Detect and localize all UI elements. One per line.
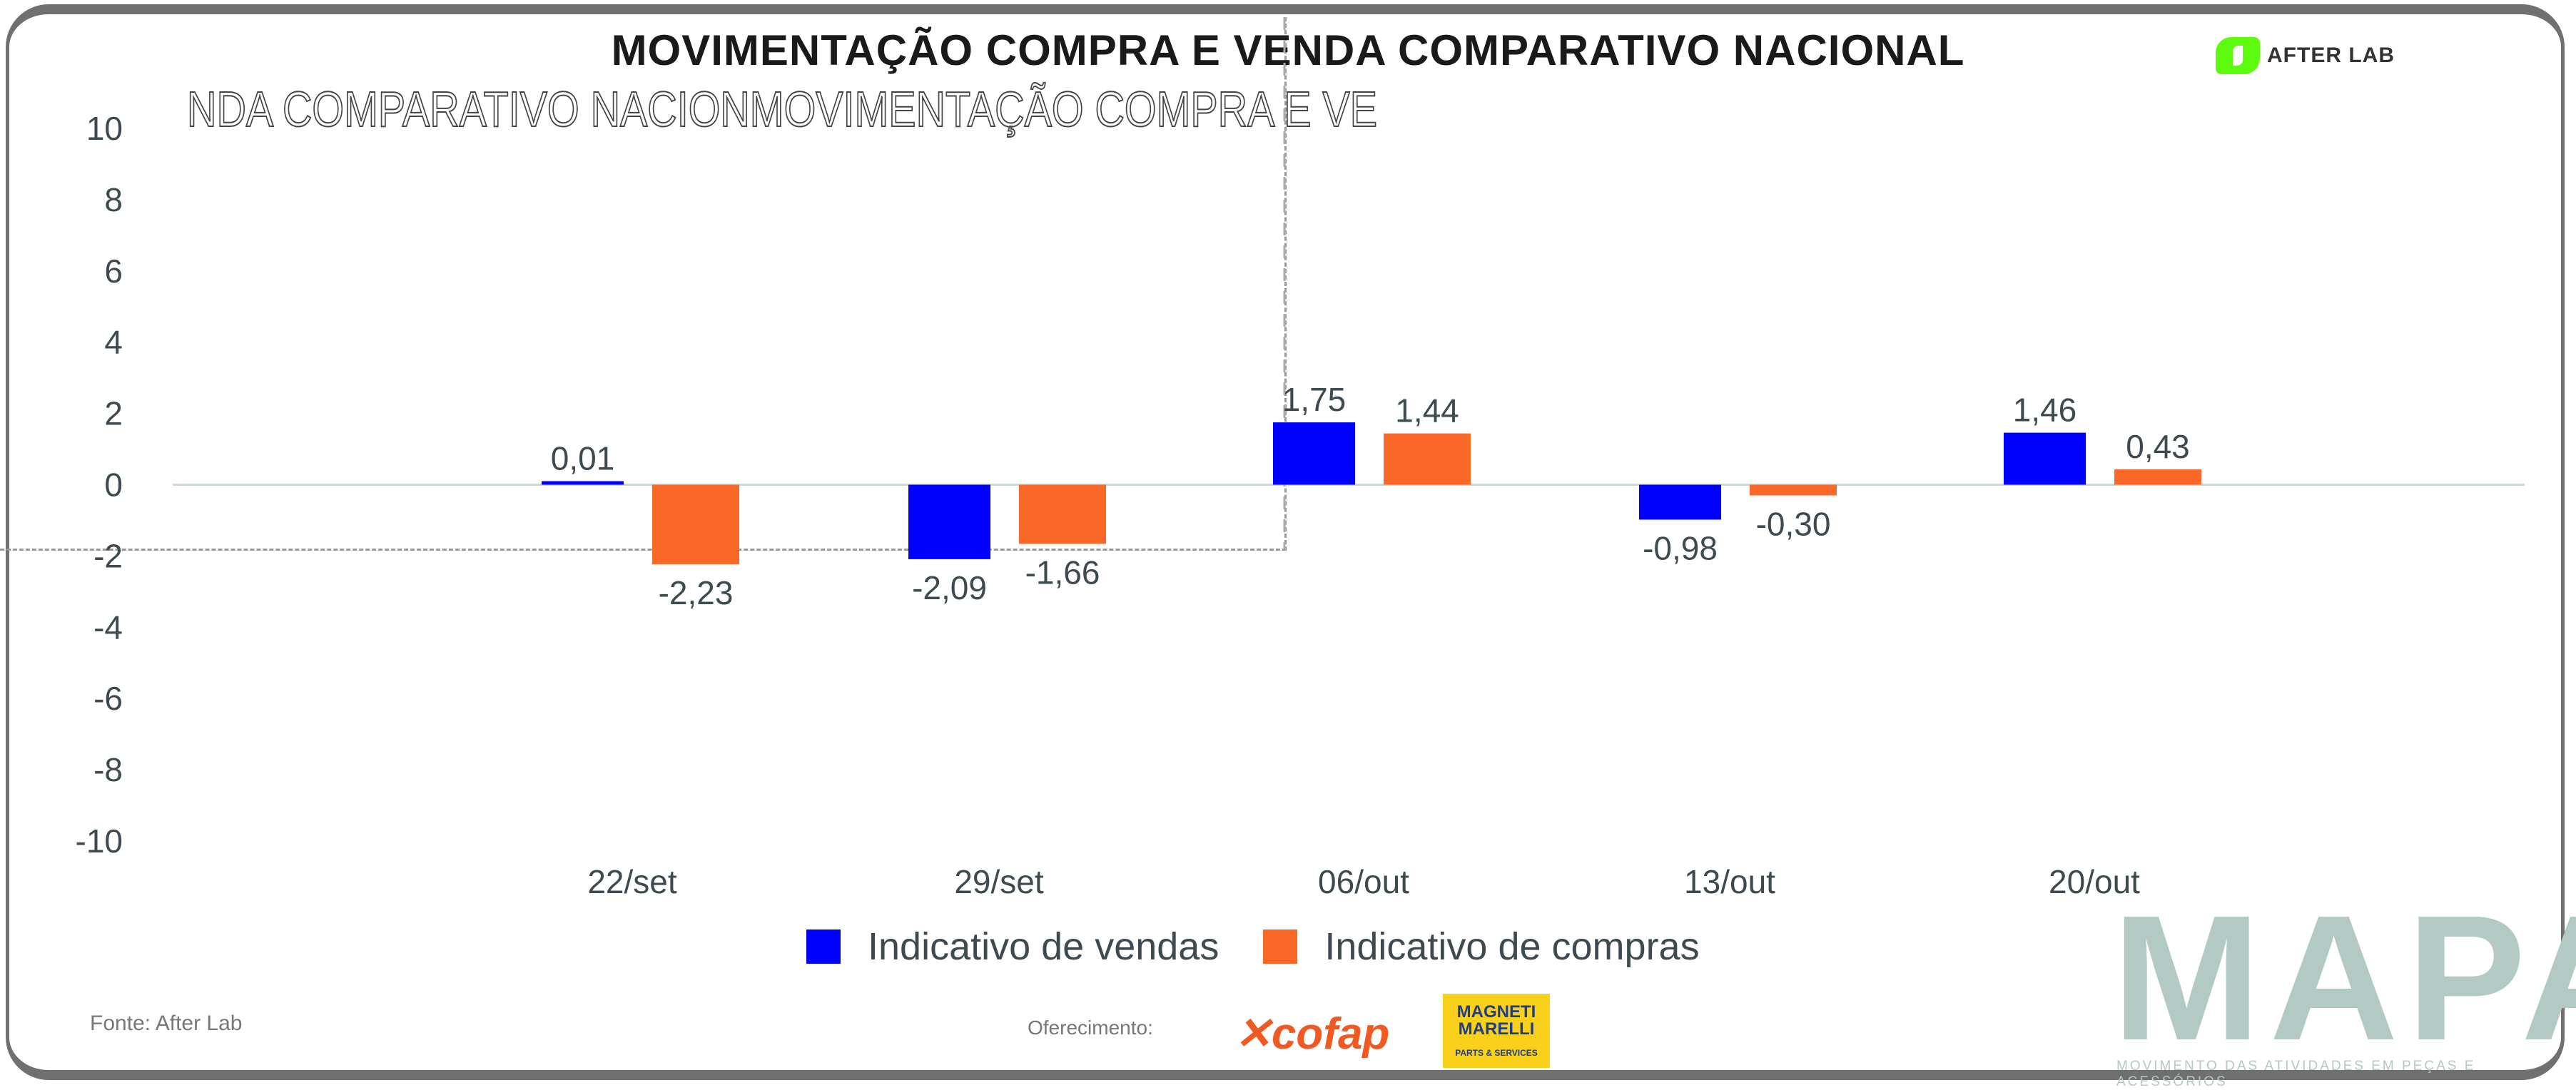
x-tick-label: 22/set xyxy=(587,863,677,900)
magneti-marelli-logo: MAGNETI MARELLI PARTS & SERVICES xyxy=(1443,994,1550,1068)
y-tick-label: 0 xyxy=(104,467,123,504)
data-label: -0,30 xyxy=(1756,505,1831,542)
x-tick-label: 13/out xyxy=(1684,863,1775,900)
marelli-logo-text: MAGNETI MARELLI xyxy=(1456,1002,1536,1039)
ghost-title-artifact: NDA COMPARATIVO NACIONMOVIMENTAÇÃO COMPR… xyxy=(186,81,1378,138)
mapa-subtitle: MOVIMENTO DAS ATIVIDADES EM PEÇAS E ACES… xyxy=(2116,1059,2476,1089)
cofap-x-icon: ✕ xyxy=(1234,1009,1272,1059)
y-tick-label: -8 xyxy=(93,751,123,788)
data-label: 0,01 xyxy=(551,440,615,477)
x-tick-label: 20/out xyxy=(2049,863,2140,900)
chart-title: MOVIMENTAÇÃO COMPRA E VENDA COMPARATIVO … xyxy=(611,26,1965,74)
x-tick-label: 06/out xyxy=(1318,863,1409,900)
bar-vendas xyxy=(1273,422,1355,485)
afterlab-logo: AFTER LAB xyxy=(2216,37,2395,74)
data-label: -1,66 xyxy=(1025,554,1100,591)
data-label: 1,44 xyxy=(1395,392,1459,429)
y-tick-label: 4 xyxy=(104,324,123,361)
bar-vendas xyxy=(542,481,624,485)
data-label: -2,09 xyxy=(912,569,987,606)
offered-by-label: Oferecimento: xyxy=(1028,1017,1153,1039)
y-tick-label: -4 xyxy=(93,608,123,646)
y-tick-label: -10 xyxy=(76,822,123,860)
afterlab-logo-icon xyxy=(2216,37,2260,74)
data-label: -2,23 xyxy=(659,574,734,611)
cofap-logo: ✕cofap xyxy=(1234,1007,1389,1059)
afterlab-logo-text: AFTER LAB xyxy=(2267,44,2395,67)
x-tick-label: 29/set xyxy=(954,863,1044,900)
bar-vendas xyxy=(908,484,990,559)
legend-label-vendas: Indicativo de vendas xyxy=(868,925,1219,968)
legend: Indicativo de vendas Indicativo de compr… xyxy=(806,925,1700,969)
y-tick-label: 6 xyxy=(104,253,123,290)
legend-label-compras: Indicativo de compras xyxy=(1324,925,1700,968)
bar-compras xyxy=(2114,469,2201,485)
bar-compras xyxy=(1384,433,1471,485)
legend-swatch-compras xyxy=(1263,929,1298,964)
bar-compras xyxy=(652,484,739,564)
cofap-logo-text: cofap xyxy=(1271,1009,1390,1059)
ghost-box xyxy=(0,17,1287,551)
legend-swatch-vendas xyxy=(806,929,841,964)
chart-frame xyxy=(6,4,2565,1080)
y-tick-label: -6 xyxy=(93,680,123,717)
data-label: 1,46 xyxy=(2013,392,2077,429)
data-label: 0,43 xyxy=(2126,428,2190,465)
source-note: Fonte: After Lab xyxy=(90,1012,243,1035)
bar-vendas xyxy=(2004,432,2086,485)
y-tick-label: -2 xyxy=(93,537,123,574)
marelli-logo-sub: PARTS & SERVICES xyxy=(1455,1048,1538,1058)
data-label: -0,98 xyxy=(1643,529,1718,566)
y-tick-label: 2 xyxy=(104,395,123,432)
mapa-logo: MAPA xyxy=(2112,878,2576,1077)
bar-compras xyxy=(1750,484,1837,496)
y-tick-label: 10 xyxy=(86,110,123,147)
bar-vendas xyxy=(1639,484,1721,520)
bar-compras xyxy=(1019,484,1106,544)
data-label: 1,75 xyxy=(1282,381,1347,418)
y-tick-label: 8 xyxy=(104,181,123,218)
